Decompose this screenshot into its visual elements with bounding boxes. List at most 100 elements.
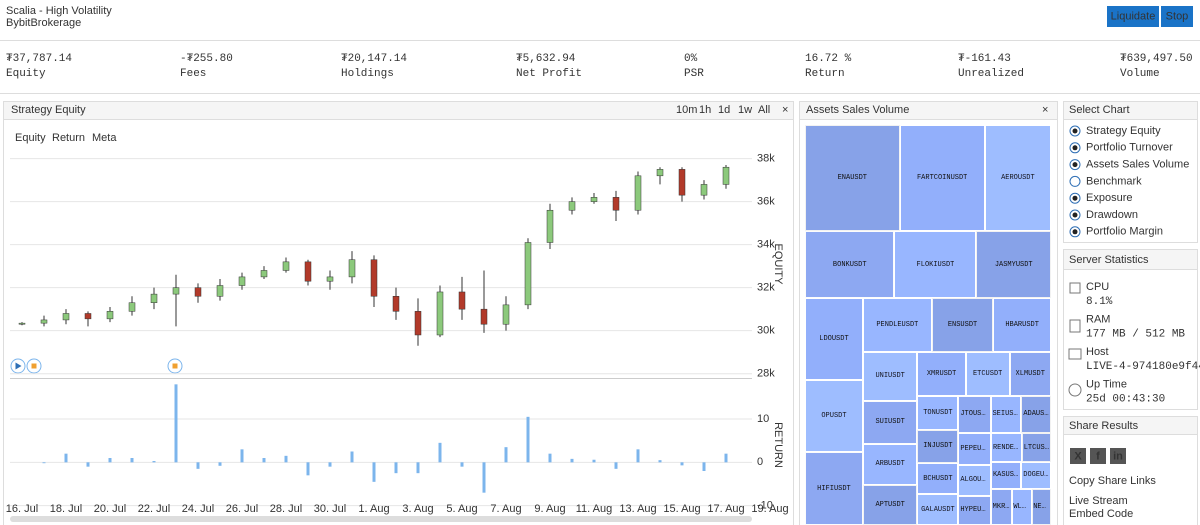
treemap-label: TONUSDT [923, 408, 953, 417]
panel-header [1063, 416, 1198, 435]
share-link[interactable]: Embed Code [1069, 508, 1133, 520]
button-label[interactable]: Stop [1166, 10, 1189, 22]
treemap-cell: BCHUSDT [917, 462, 959, 495]
return-bar [614, 462, 618, 469]
return-bar [504, 447, 508, 463]
treemap-cell: INJUSDT [917, 429, 959, 463]
button-label[interactable]: Liquidate [1111, 10, 1156, 22]
y-tick-label: 36k [757, 196, 775, 208]
return-bar [592, 459, 596, 463]
chart-tab[interactable]: Equity [15, 132, 46, 144]
candle-body [128, 302, 136, 312]
return-bar [680, 462, 684, 466]
panel [1063, 101, 1198, 243]
stat-value: 0% [684, 53, 698, 65]
x-tick-label: 5. Aug [446, 503, 477, 515]
panel-header [1063, 249, 1198, 270]
y-tick-label: 0 [757, 456, 763, 468]
treemap-cell: NEARUSDT [1031, 488, 1051, 525]
share-button[interactable] [1070, 448, 1086, 464]
y-tick-label: 32k [757, 282, 775, 294]
candle-body [40, 319, 48, 324]
option-label[interactable]: Exposure [1086, 192, 1132, 204]
x-tick-label: 7. Aug [490, 503, 521, 515]
treemap-cell: XLMUSDT [1009, 352, 1051, 396]
treemap-cell: TONUSDT [917, 395, 959, 430]
chart-tab[interactable]: Meta [92, 132, 117, 144]
option-label[interactable]: Drawdown [1086, 209, 1138, 221]
x-tick-label: 19. Aug [751, 503, 788, 515]
range-button[interactable]: All [758, 104, 770, 116]
candle-body [502, 304, 510, 325]
treemap-cell: FLOKIUSDT [894, 230, 977, 299]
share-icon[interactable]: f [1096, 450, 1100, 462]
close-icon[interactable]: × [1042, 104, 1048, 116]
range-button[interactable]: 10m [676, 104, 697, 116]
return-bar [702, 462, 706, 471]
candle-body [172, 287, 180, 295]
candle-body [304, 261, 312, 282]
treemap-label: AEROUSDT [1001, 173, 1035, 182]
panel-title: Assets Sales Volume [806, 104, 909, 116]
treemap-label: PEPEUSDT [960, 445, 989, 454]
candle-body [194, 287, 202, 297]
treemap-label: LTCUSDT [1023, 443, 1049, 452]
chart-tab[interactable]: Return [52, 132, 85, 144]
treemap-cell: SEIUSDT [990, 395, 1022, 433]
return-bar [658, 460, 662, 463]
option-label[interactable]: Assets Sales Volume [1086, 159, 1189, 171]
return-bar [108, 458, 112, 463]
treemap-label: UNIUSDT [875, 372, 905, 381]
candle-body [414, 311, 422, 336]
option-label[interactable]: Strategy Equity [1086, 125, 1161, 137]
range-button[interactable]: 1d [718, 104, 730, 116]
close-icon[interactable]: × [782, 104, 788, 116]
treemap-cell: XMRUSDT [917, 352, 966, 396]
stop-button[interactable] [1161, 6, 1193, 27]
x-tick-label: 16. Jul [6, 503, 38, 515]
liquidate-button[interactable] [1107, 6, 1159, 27]
range-button[interactable]: 1w [738, 104, 752, 116]
candle-body [612, 197, 620, 211]
treemap-cell: ETCUSDT [965, 352, 1010, 396]
treemap-cell: JASMYUSDT [976, 230, 1051, 299]
treemap-label: FLOKIUSDT [916, 260, 955, 269]
treemap-label: APTUSDT [875, 500, 905, 509]
share-icon[interactable]: in [1113, 450, 1123, 462]
return-bar [438, 442, 442, 463]
candle-body [282, 261, 290, 271]
option-label[interactable]: Benchmark [1086, 175, 1142, 187]
axis-label: EQUITY [772, 244, 784, 286]
share-icon[interactable]: X [1074, 450, 1082, 462]
range-button[interactable]: 1h [699, 104, 711, 116]
treemap-cell: APTUSDT [862, 484, 918, 525]
candle-body [260, 270, 268, 278]
return-bar [174, 384, 178, 463]
y-tick-label: 28k [757, 368, 775, 380]
return-bar [724, 453, 728, 463]
treemap-label: MKRUSDT [992, 502, 1011, 511]
candle-body [568, 201, 576, 211]
order-icon [172, 363, 178, 369]
treemap-label: HBARUSDT [1005, 321, 1039, 330]
candle-body [546, 209, 554, 243]
candle-body [458, 291, 466, 310]
y-tick-label: -10 [757, 500, 773, 512]
return-bar [350, 451, 354, 463]
share-link[interactable]: Live Stream [1069, 495, 1128, 507]
stat-label: PSR [684, 68, 704, 80]
share-button[interactable] [1090, 448, 1106, 464]
stat-name: RAM [1086, 313, 1110, 325]
radio[interactable] [1069, 175, 1081, 187]
treemap-cell: AEROUSDT [984, 125, 1051, 231]
scrollbar[interactable] [10, 516, 752, 522]
return-bar [284, 455, 288, 463]
treemap-cell: HBARUSDT [993, 298, 1051, 353]
option-label[interactable]: Portfolio Margin [1086, 226, 1163, 238]
option-label[interactable]: Portfolio Turnover [1086, 142, 1173, 154]
share-button[interactable] [1110, 448, 1126, 464]
return-bar [394, 462, 398, 474]
treemap-label: NEARUSDT [1033, 502, 1050, 511]
panel-title: Strategy Equity [11, 104, 86, 116]
panel-header [799, 101, 1058, 120]
